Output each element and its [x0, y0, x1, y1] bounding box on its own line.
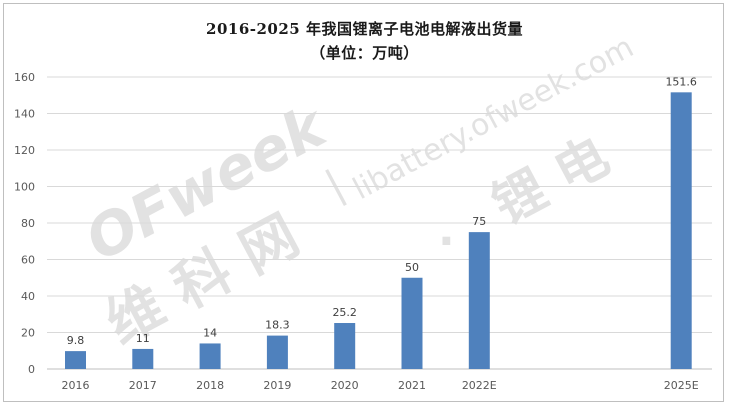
data-label-2019: 18.3	[265, 319, 290, 332]
x-tick-label-2022E: 2022E	[462, 379, 497, 392]
data-label-2020: 25.2	[332, 306, 357, 319]
watermark-dot: ·	[438, 216, 455, 267]
y-tick-label: 140	[14, 108, 35, 121]
bar-2016	[65, 351, 86, 369]
y-tick-label: 40	[21, 290, 35, 303]
bar-2021	[401, 277, 423, 369]
x-axis-ticks: 2016 2017 2018 2019 2020 2021 2022E 2025E	[62, 379, 699, 392]
data-label-2018: 14	[203, 326, 217, 339]
y-axis-ticks: 0 20 40 60 80 100 120 140 160	[14, 71, 35, 376]
data-label-2017: 11	[136, 332, 150, 345]
watermark: OFweek | libattery.ofweek.com · 维 科 网 锂 …	[75, 30, 640, 358]
data-label-2022E: 75	[472, 215, 486, 228]
y-tick-label: 120	[14, 144, 35, 157]
bar-2020	[334, 323, 356, 369]
data-label-2021: 50	[405, 261, 419, 274]
watermark-divider: |	[318, 162, 352, 209]
chart-frame	[3, 3, 724, 402]
x-tick-label-2025E: 2025E	[664, 379, 699, 392]
y-tick-label: 20	[21, 327, 35, 340]
x-tick-label-2018: 2018	[196, 379, 224, 392]
data-label-2025E: 151.6	[665, 75, 697, 88]
data-label-2016: 9.8	[67, 334, 85, 347]
x-tick-label-2016: 2016	[62, 379, 90, 392]
x-tick-label-2020: 2020	[331, 379, 359, 392]
chart-subtitle: （单位：万吨）	[310, 44, 419, 62]
chart-title: 2016-2025 年我国锂离子电池电解液出货量	[206, 20, 523, 38]
gridlines	[47, 76, 712, 370]
x-tick-label-2019: 2019	[263, 379, 291, 392]
y-tick-label: 100	[14, 181, 35, 194]
y-tick-label: 60	[21, 254, 35, 267]
bar-2025E	[670, 92, 692, 369]
y-tick-label: 80	[21, 217, 35, 230]
x-tick-label-2017: 2017	[129, 379, 157, 392]
data-labels: 9.8 11 14 18.3 25.2 50 75 151.6	[67, 75, 697, 347]
bar-2017	[132, 348, 154, 369]
watermark-cn-right: 锂 电	[483, 126, 619, 236]
y-tick-label: 160	[14, 71, 35, 84]
y-tick-label: 0	[28, 363, 35, 376]
bars	[65, 92, 692, 369]
bar-2018	[199, 343, 221, 369]
bar-2019	[266, 335, 288, 369]
bar-2022E	[468, 232, 490, 369]
x-tick-label-2021: 2021	[398, 379, 426, 392]
